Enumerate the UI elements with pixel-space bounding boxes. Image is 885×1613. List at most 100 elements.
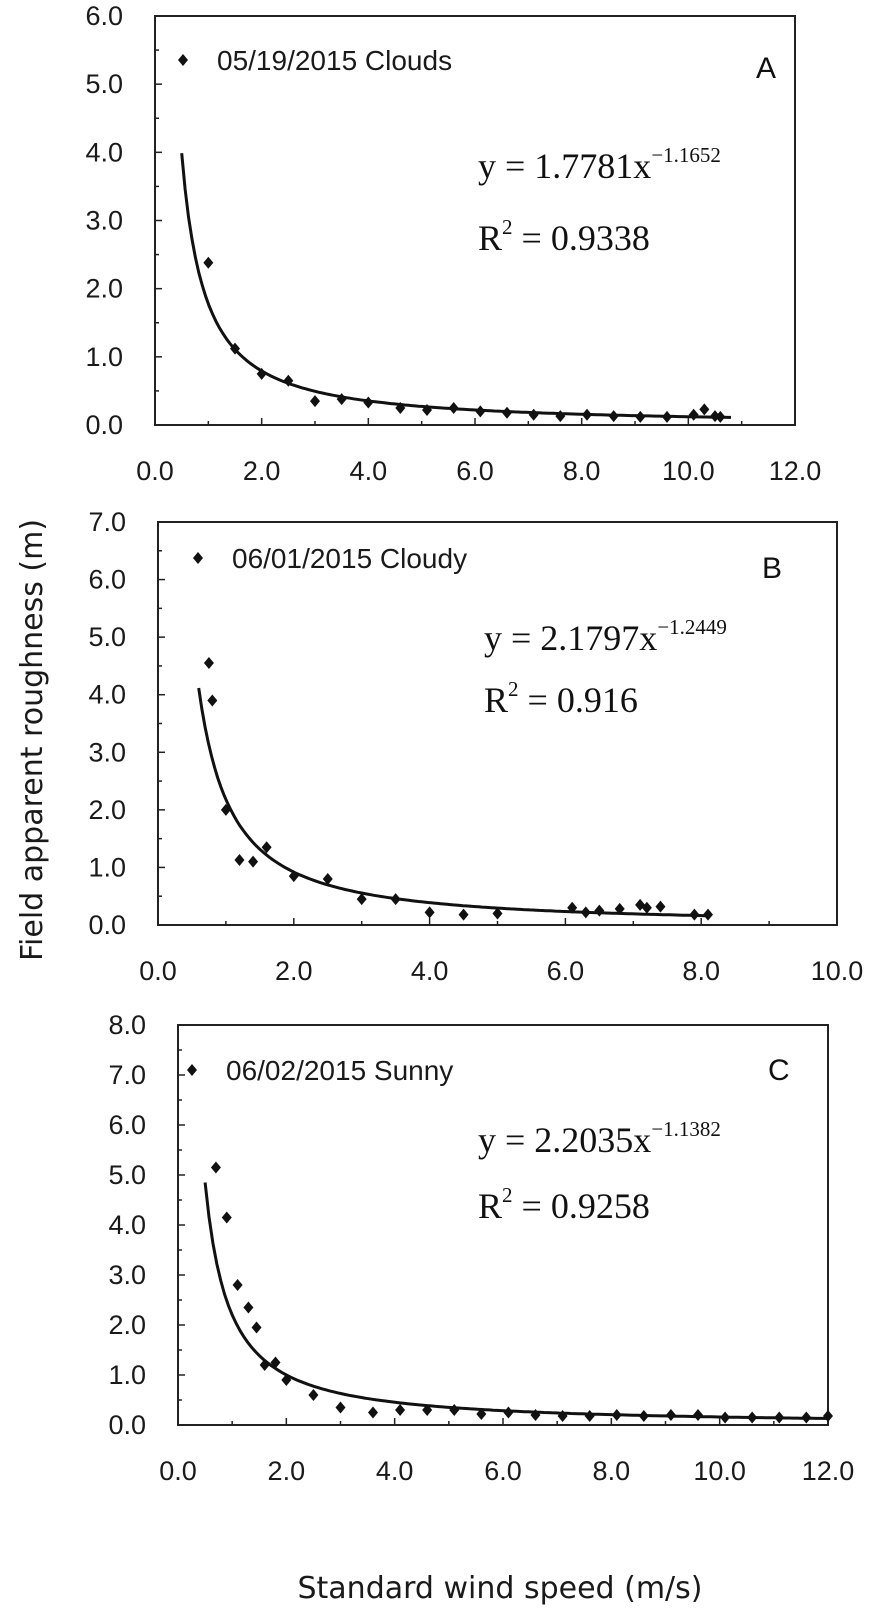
data-point <box>503 1406 514 1419</box>
data-point <box>368 1406 378 1419</box>
panel-c: 0.0 1.0 2.0 3.0 4.0 5.0 6.0 7.0 8.0 0.0 2.0 4.0 6.0 8… <box>108 1010 854 1486</box>
y-tick-label: 5.0 <box>85 69 123 99</box>
legend-label: 06/02/2015 Sunny <box>226 1055 453 1086</box>
data-point <box>502 406 512 419</box>
panel-letter: B <box>762 552 782 585</box>
x-tick-label: 0.0 <box>159 1456 197 1486</box>
y-tick-label: 4.0 <box>85 137 123 167</box>
data-point <box>530 1409 541 1421</box>
y-tick-label: 6.0 <box>85 1 123 31</box>
data-point <box>475 405 486 418</box>
x-tick-label: 2.0 <box>268 1456 306 1486</box>
panel-b: 0.0 1.0 2.0 3.0 4.0 5.0 6.0 7.0 0.0 2.0 4.0 6.0 8.0 1… <box>88 507 863 986</box>
data-point <box>715 410 726 423</box>
data-point <box>608 410 619 423</box>
data-point <box>356 893 367 906</box>
data-point <box>662 410 672 423</box>
data-point <box>594 904 605 917</box>
data-point <box>395 1404 406 1416</box>
y-tick-label: 4.0 <box>108 1210 146 1240</box>
x-tick-label: 4.0 <box>376 1456 414 1486</box>
data-point <box>234 853 245 866</box>
x-tick-label: 10.0 <box>662 456 715 486</box>
y-tick-label: 2.0 <box>85 274 123 304</box>
data-point <box>220 803 231 816</box>
data-point <box>638 1410 649 1422</box>
y-tick-label: 4.0 <box>88 680 126 710</box>
data-point <box>635 410 646 423</box>
panel-letter: C <box>768 1054 790 1087</box>
y-tick-label: 3.0 <box>88 737 126 767</box>
y-tick-label: 3.0 <box>108 1260 146 1290</box>
data-point <box>207 694 218 707</box>
data-point <box>283 374 294 387</box>
x-tick-label: 10.0 <box>693 1456 746 1486</box>
data-point <box>390 893 401 906</box>
data-point <box>655 900 666 913</box>
data-point <box>693 1409 703 1421</box>
x-tick-label: 12.0 <box>769 456 822 486</box>
data-point <box>310 395 320 408</box>
data-point <box>567 901 578 914</box>
y-axis-title: Field apparent roughness (m) <box>15 519 50 961</box>
panel-letter: A <box>756 52 776 85</box>
data-point <box>720 1411 731 1424</box>
data-point <box>449 1404 460 1416</box>
y-tick-label: 3.0 <box>85 206 123 236</box>
data-point <box>288 870 299 883</box>
data-point <box>582 408 592 421</box>
data-point <box>270 1356 281 1369</box>
data-point <box>699 403 710 416</box>
data-point <box>336 393 347 406</box>
data-point <box>665 1409 676 1421</box>
x-tick-label: 12.0 <box>802 1456 855 1486</box>
y-tick-label: 0.0 <box>88 910 126 940</box>
data-point <box>688 408 699 421</box>
data-point <box>689 908 700 921</box>
x-tick-label: 10.0 <box>811 956 864 986</box>
data-point <box>641 901 652 914</box>
r-squared: R2 = 0.9258 <box>478 1183 650 1226</box>
data-point <box>557 1410 568 1422</box>
data-point <box>422 1404 433 1416</box>
x-tick-label: 6.0 <box>484 1456 522 1486</box>
y-tick-label: 7.0 <box>88 507 126 537</box>
x-tick-label: 6.0 <box>456 456 494 486</box>
data-point <box>555 410 566 423</box>
data-point <box>335 1401 346 1414</box>
y-tick-label: 8.0 <box>108 1010 146 1040</box>
x-axis-title: Standard wind speed (m/s) <box>297 1571 702 1606</box>
data-point <box>580 906 591 919</box>
data-point <box>232 1279 243 1291</box>
data-point <box>308 1389 319 1401</box>
data-point <box>203 256 214 269</box>
panels: 0.0 1.0 2.0 3.0 4.0 5.0 6.0 0.0 2.0 4.0 6.0 8.0 10.0… <box>85 1 863 1486</box>
fit-curve <box>180 153 731 419</box>
data-point <box>251 1321 262 1334</box>
legend-label: 06/01/2015 Cloudy <box>232 543 467 574</box>
data-point <box>702 908 713 921</box>
data-point <box>243 1301 254 1314</box>
x-tick-label: 2.0 <box>243 456 281 486</box>
panel-a: 0.0 1.0 2.0 3.0 4.0 5.0 6.0 0.0 2.0 4.0 6.0 8.0 10.0… <box>85 1 821 486</box>
legend-label: 05/19/2015 Clouds <box>217 45 452 76</box>
y-tick-label: 2.0 <box>108 1310 146 1340</box>
data-point <box>230 342 240 355</box>
r-squared: R2 = 0.916 <box>484 677 638 720</box>
y-tick-label: 6.0 <box>108 1110 146 1140</box>
y-tick-label: 1.0 <box>108 1360 146 1390</box>
data-point <box>221 1211 232 1224</box>
y-tick-label: 7.0 <box>108 1060 146 1090</box>
y-tick-label: 1.0 <box>88 852 126 882</box>
fit-equation: y = 2.1797x−1.2449 <box>484 615 727 658</box>
x-tick-label: 4.0 <box>350 456 388 486</box>
data-point <box>363 396 374 409</box>
data-point <box>259 1359 270 1371</box>
data-point <box>256 367 267 380</box>
data-point <box>448 401 459 414</box>
y-tick-label: 0.0 <box>108 1410 146 1440</box>
legend-marker <box>178 54 188 66</box>
data-point <box>492 907 503 920</box>
y-tick-label: 6.0 <box>88 565 126 595</box>
